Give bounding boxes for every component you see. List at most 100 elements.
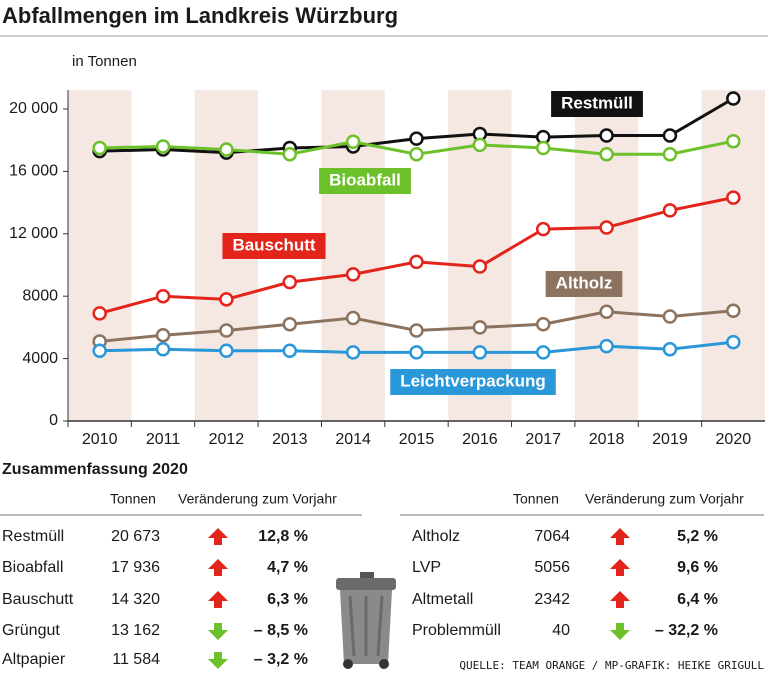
series-label-box	[319, 168, 411, 194]
data-point	[219, 142, 234, 157]
data-point	[472, 345, 488, 360]
y-tick-label: 16 000	[9, 163, 58, 180]
x-tick-label: 2016	[462, 431, 498, 448]
data-point	[726, 303, 741, 319]
data-point	[282, 343, 298, 359]
row-change: 6,4 %	[677, 591, 718, 608]
data-point	[409, 146, 424, 162]
data-point	[282, 317, 298, 332]
data-point	[409, 254, 424, 270]
row-change: – 3,2 %	[254, 651, 308, 668]
row-tonnes: 7064	[534, 528, 570, 545]
x-tick-label: 2013	[272, 431, 308, 448]
row-name: Altholz	[412, 528, 460, 545]
row-tonnes: 13 162	[111, 622, 160, 639]
data-point	[472, 259, 488, 274]
y-tick-label: 0	[49, 412, 58, 429]
arrow-down	[208, 652, 228, 669]
series-label: Leichtverpackung	[400, 371, 546, 390]
data-point	[599, 220, 614, 235]
arrow-down	[208, 623, 228, 640]
arrow-up	[208, 559, 228, 576]
data-point	[155, 327, 171, 343]
series-label-box	[390, 369, 556, 395]
row-name: LVP	[412, 559, 441, 576]
data-point	[92, 306, 107, 321]
column-header: Veränderung zum Vorjahr	[585, 491, 744, 507]
data-point	[472, 137, 488, 153]
row-name: Bioabfall	[2, 559, 63, 576]
data-point	[92, 140, 107, 156]
row-change: – 8,5 %	[254, 622, 308, 639]
data-point	[599, 146, 614, 162]
data-point	[282, 146, 298, 162]
x-tick-label: 2010	[82, 431, 118, 448]
data-point	[409, 323, 424, 338]
data-point	[345, 134, 361, 150]
series-label: Restmüll	[561, 93, 633, 112]
arrow-up	[610, 591, 630, 608]
data-point	[155, 341, 171, 357]
row-tonnes: 5056	[534, 559, 570, 576]
row-change: 6,3 %	[267, 591, 308, 608]
y-tick-label: 4000	[22, 350, 58, 367]
series-label-box	[551, 91, 643, 117]
row-tonnes: 17 936	[111, 559, 160, 576]
data-point	[662, 128, 678, 143]
data-point	[472, 320, 488, 335]
shade-band	[68, 90, 132, 421]
plot: 0 4000 8000 12 000 16 000 20 000 2010 2011 2012 2…	[9, 90, 765, 448]
data-point	[599, 304, 614, 320]
data-point	[726, 91, 741, 106]
y-axis-label: in Tonnen	[72, 53, 137, 70]
row-name: Problemmüll	[412, 622, 501, 639]
shade-band	[574, 90, 639, 421]
data-point	[219, 343, 234, 359]
row-tonnes: 20 673	[111, 528, 160, 545]
row-name: Bauschutt	[2, 591, 74, 608]
x-tick-label: 2012	[209, 431, 245, 448]
x-tick-label: 2014	[335, 431, 371, 448]
row-name: Grüngut	[2, 622, 60, 639]
data-point	[726, 334, 741, 350]
data-point	[409, 131, 424, 146]
x-tick-label: 2015	[399, 431, 435, 448]
data-point	[726, 133, 741, 149]
data-point	[535, 221, 551, 237]
summary-title: Zusammenfassung 2020	[2, 461, 188, 478]
series-label-box	[222, 233, 326, 259]
data-point	[662, 341, 678, 357]
data-point	[726, 190, 741, 205]
row-change: 12,8 %	[258, 528, 308, 545]
data-point	[409, 345, 424, 360]
data-point	[662, 203, 678, 218]
row-change: 4,7 %	[267, 559, 308, 576]
chart-title: Abfallmengen im Landkreis Würzburg	[2, 3, 398, 28]
data-point	[155, 288, 171, 304]
column-header: Veränderung zum Vorjahr	[178, 491, 337, 507]
x-tick-label: 2011	[146, 431, 181, 448]
y-tick-label: 8000	[22, 287, 58, 304]
arrow-up	[208, 528, 228, 545]
row-tonnes: 14 320	[111, 591, 160, 608]
column-header: Tonnen	[110, 491, 156, 507]
data-point	[535, 317, 551, 332]
x-tick-label: 2017	[525, 431, 561, 448]
data-point	[535, 345, 551, 360]
row-change: 5,2 %	[677, 528, 718, 545]
row-name: Altmetall	[412, 591, 473, 608]
row-change: 9,6 %	[677, 559, 718, 576]
row-name: Restmüll	[2, 528, 64, 545]
row-tonnes: 2342	[534, 591, 570, 608]
column-header: Tonnen	[513, 491, 559, 507]
data-point	[345, 267, 361, 282]
data-point	[599, 338, 614, 354]
arrow-up	[208, 591, 228, 608]
row-name: Altpapier	[2, 651, 66, 668]
data-point	[345, 310, 361, 326]
data-point	[219, 323, 234, 338]
row-tonnes: 40	[552, 622, 570, 639]
series-label-box	[545, 271, 623, 297]
x-tick-label: 2019	[652, 431, 688, 448]
